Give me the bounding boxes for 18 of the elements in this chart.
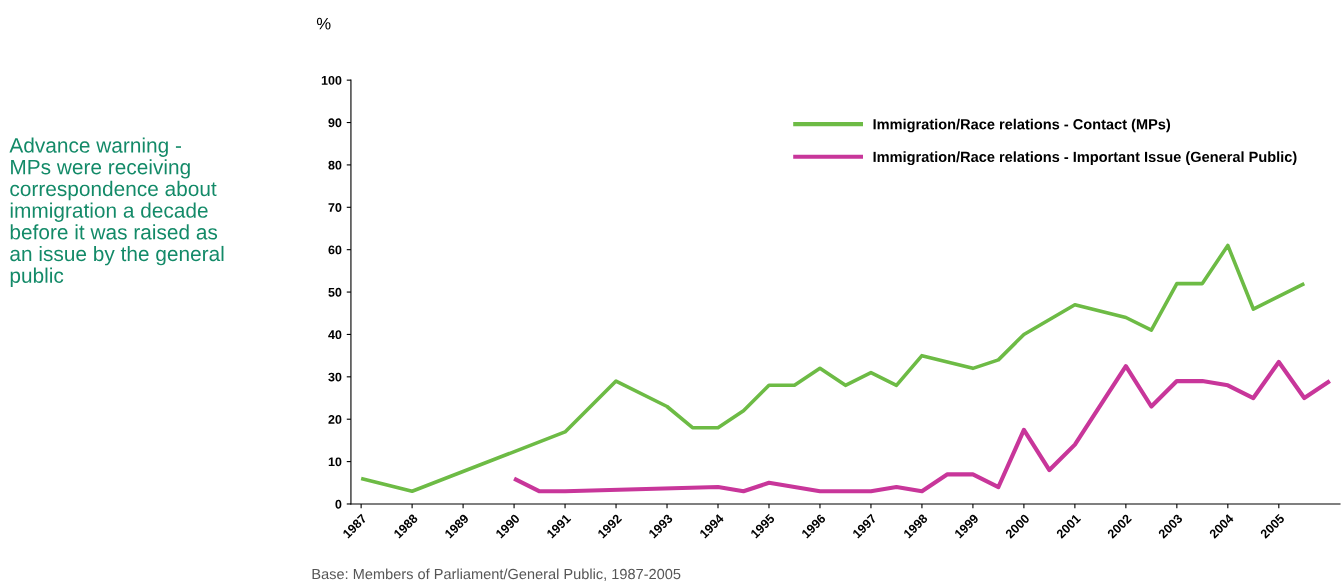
y-tick-label: 0 — [335, 499, 342, 509]
y-tick-label: 10 — [328, 457, 342, 467]
y-axis-title: % — [316, 17, 331, 30]
line-series — [359, 243, 1307, 494]
y-tick-label: 60 — [328, 245, 342, 255]
y-tick-label: 30 — [328, 372, 342, 382]
y-tick-label: 100 — [321, 75, 342, 85]
y-tick-label: 40 — [328, 330, 342, 340]
y-tick-label: 70 — [328, 203, 342, 212]
legend-label: Immigration/Race relations - Important Issue (General Public) — [873, 151, 1297, 165]
y-tick-label: 90 — [328, 118, 342, 128]
text: Base: Members of Parliament/General Public, 1987-2005 — [312, 568, 681, 581]
line-series — [511, 359, 1332, 494]
y-tick-label: 80 — [328, 160, 342, 170]
text: Advance warning - MPs were receiving correspondence about immigration a decade before it was raised as an issue by the general public — [9, 137, 224, 288]
y-tick-label: 20 — [328, 415, 342, 424]
legend-label: Immigration/Race relations - Contact (MPs) — [873, 118, 1171, 133]
y-tick-label: 50 — [328, 287, 342, 297]
